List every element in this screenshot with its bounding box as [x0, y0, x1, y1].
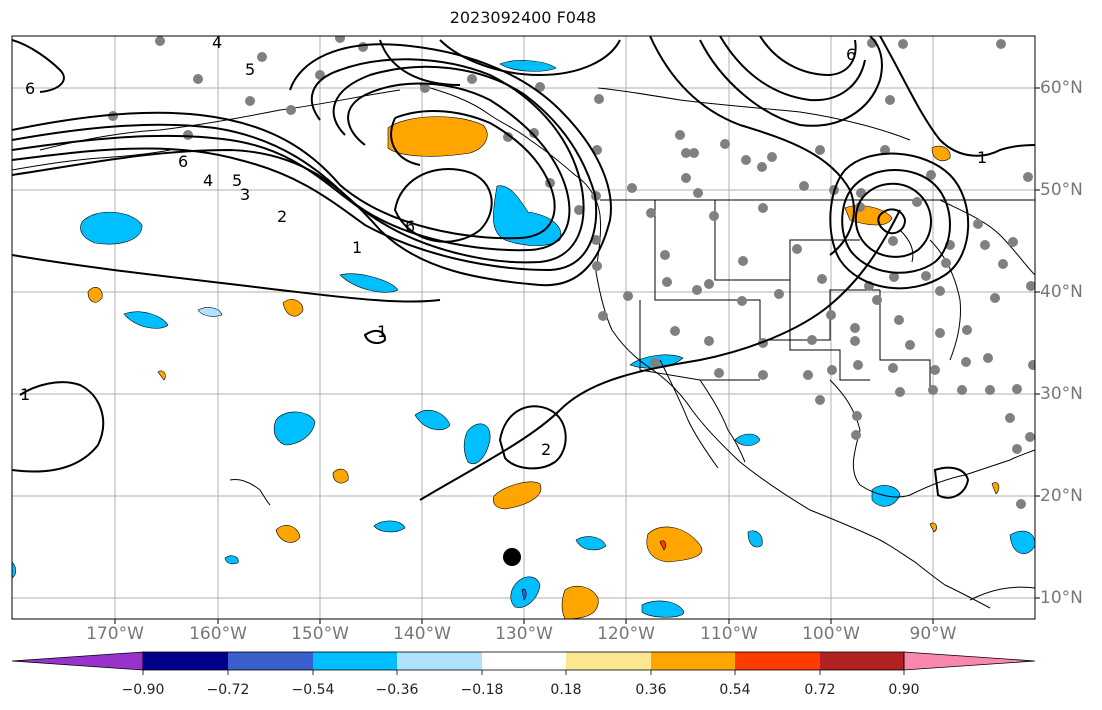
- negative-anomaly-patch: [414, 410, 451, 431]
- negative-anomaly-patch: [123, 311, 169, 329]
- positive-anomaly-patch: [561, 585, 599, 619]
- colorbar-tick-label: 0.54: [719, 682, 751, 698]
- contour-label: 6: [846, 45, 856, 64]
- lat-label: 50°N: [1040, 180, 1083, 200]
- negative-anomaly-patch: [747, 530, 763, 548]
- contour-label: 1: [977, 148, 987, 167]
- contour-label: 1: [352, 238, 362, 257]
- negative-anomaly-patch: [1009, 530, 1035, 554]
- negative-anomaly-patch: [641, 600, 685, 618]
- contour-label: 4: [203, 171, 213, 190]
- positive-anomaly-patch: [659, 540, 666, 551]
- positive-anomaly-patch: [282, 299, 304, 317]
- positive-anomaly-patch: [87, 287, 103, 303]
- contour-label: 6: [178, 152, 188, 171]
- contour-label: 5: [232, 171, 242, 190]
- negative-anomaly-patch: [224, 555, 239, 565]
- contour-label: 6: [405, 217, 415, 236]
- negative-anomaly-patch: [197, 307, 223, 317]
- positive-anomaly-patch: [493, 481, 542, 510]
- map-title: 2023092400 F048: [449, 8, 597, 27]
- contour-label: 2: [277, 207, 287, 226]
- lon-label: 160°W: [189, 624, 247, 644]
- colorbar-tick-label: −0.54: [291, 682, 335, 698]
- positive-anomaly-patch: [275, 525, 301, 543]
- contour-lines: [12, 36, 1035, 501]
- positive-anomaly-patch: [931, 145, 951, 161]
- negative-anomaly-patch: [734, 433, 761, 446]
- negative-anomaly-patch: [575, 536, 607, 551]
- lon-label: 130°W: [495, 624, 553, 644]
- colorbar-tick-label: 0.18: [550, 682, 582, 698]
- contour-label: 1: [20, 385, 30, 404]
- colorbar-tick-label: 0.90: [888, 682, 920, 698]
- colorbar-tick-label: −0.18: [460, 682, 504, 698]
- lat-label: 10°N: [1040, 588, 1083, 608]
- contour-label: 1: [377, 322, 387, 341]
- contour-label: 6: [25, 79, 35, 98]
- lat-label: 30°N: [1040, 384, 1083, 404]
- positive-anomaly-patch: [646, 526, 703, 563]
- colorbar-tick-label: −0.36: [375, 682, 419, 698]
- lon-label: 100°W: [802, 624, 860, 644]
- positive-anomaly-patch: [929, 522, 937, 533]
- negative-anomaly-patch: [273, 411, 316, 446]
- negative-anomaly-patch: [373, 520, 406, 533]
- contour-label: 4: [212, 33, 222, 52]
- colorbar-tick-label: −0.72: [206, 682, 250, 698]
- coastlines: [12, 84, 1035, 609]
- lat-label: 60°N: [1040, 78, 1083, 98]
- marker-dot: [503, 548, 521, 566]
- lon-label: 140°W: [393, 624, 451, 644]
- negative-anomaly-patch: [339, 273, 399, 293]
- colorbar-tick-label: 0.72: [804, 682, 836, 698]
- negative-anomaly-patch: [80, 211, 143, 245]
- lon-label: 150°W: [291, 624, 349, 644]
- contour-label: 3: [240, 185, 250, 204]
- positive-anomaly-patch: [157, 370, 166, 381]
- lat-label: 40°N: [1040, 282, 1083, 302]
- positive-anomaly-patch: [332, 468, 349, 484]
- lon-label: 170°W: [86, 624, 144, 644]
- colorbar-tick-label: −0.90: [121, 682, 165, 698]
- lon-label: 110°W: [700, 624, 758, 644]
- negative-anomaly-patch: [499, 60, 557, 72]
- positive-anomaly-patch: [991, 482, 1000, 495]
- positive-anomaly-patch: [387, 116, 488, 157]
- negative-anomaly-patch: [463, 423, 491, 464]
- negative-anomaly-patch: [521, 588, 527, 601]
- contour-label: 2: [541, 440, 551, 459]
- lat-label: 20°N: [1040, 486, 1083, 506]
- lon-label: 120°W: [597, 624, 655, 644]
- colorbar: [11, 651, 1036, 675]
- contour-labels: 6 5 4 3 2 1 1 2 6 1 6 5 4 6 1: [20, 33, 987, 459]
- contour-label: 5: [245, 60, 255, 79]
- lon-label: 90°W: [909, 624, 957, 644]
- colorbar-tick-label: 0.36: [635, 682, 667, 698]
